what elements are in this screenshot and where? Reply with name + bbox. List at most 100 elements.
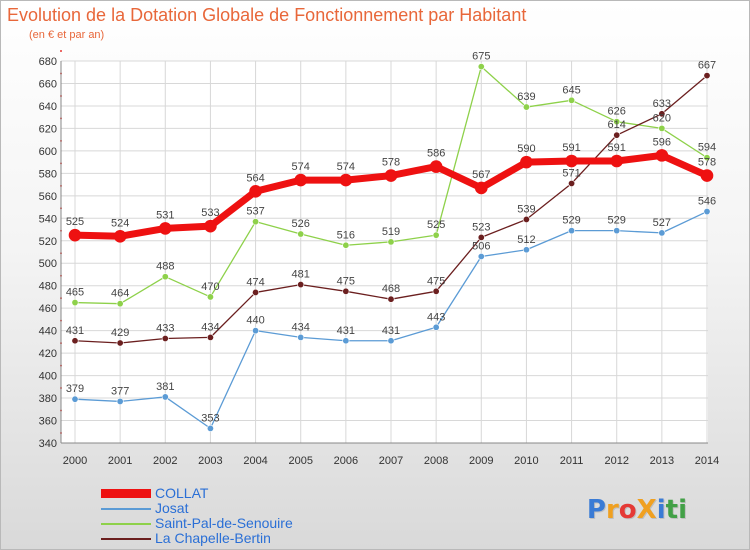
data-point-josat (613, 227, 621, 235)
data-point-la-chapelle-bertin (297, 281, 305, 289)
data-label-la-chapelle-bertin: 539 (517, 203, 535, 215)
y-tick-label: 680 (39, 56, 57, 68)
x-tick-label: 2014 (695, 455, 719, 467)
data-label-la-chapelle-bertin: 614 (608, 119, 626, 131)
data-point-la-chapelle-bertin (522, 215, 530, 223)
data-label-la-chapelle-bertin: 633 (653, 98, 671, 110)
data-point-collat (294, 173, 308, 187)
data-label-josat: 431 (382, 325, 400, 337)
data-label-collat: 591 (562, 142, 580, 154)
data-label-collat: 567 (472, 169, 490, 181)
y-tick-label: 540 (39, 213, 57, 225)
data-label-saint-pal-de-senouire: 675 (472, 51, 490, 63)
data-label-josat: 353 (201, 412, 219, 424)
data-label-collat: 578 (698, 157, 716, 169)
data-label-la-chapelle-bertin: 475 (427, 275, 445, 287)
data-label-josat: 431 (337, 325, 355, 337)
y-tick-label: 560 (39, 191, 57, 203)
x-tick-label: 2006 (334, 455, 358, 467)
data-label-la-chapelle-bertin: 475 (337, 275, 355, 287)
data-label-josat: 512 (517, 234, 535, 246)
data-point-saint-pal-de-senouire (568, 96, 576, 104)
data-point-la-chapelle-bertin (477, 233, 485, 241)
y-tick-label: 640 (39, 101, 57, 113)
data-point-saint-pal-de-senouire (522, 103, 530, 111)
data-point-collat (204, 219, 217, 233)
data-point-josat (342, 337, 350, 345)
y-tick-label: 460 (39, 303, 57, 315)
data-label-josat: 440 (246, 315, 264, 327)
data-point-saint-pal-de-senouire (161, 273, 169, 281)
legend-swatch-josat (101, 508, 151, 510)
data-label-saint-pal-de-senouire: 620 (653, 112, 671, 124)
y-tick-label: 480 (39, 281, 57, 293)
data-point-josat (568, 227, 576, 235)
data-label-collat: 531 (156, 209, 174, 221)
data-label-saint-pal-de-senouire: 537 (246, 206, 264, 218)
data-label-la-chapelle-bertin: 434 (201, 321, 219, 333)
logo-letter: X (636, 495, 657, 525)
data-label-collat: 591 (608, 142, 626, 154)
data-point-la-chapelle-bertin (116, 339, 124, 347)
data-point-collat (610, 154, 624, 168)
data-label-collat: 578 (382, 157, 400, 169)
x-tick-label: 2001 (108, 455, 132, 467)
data-label-collat: 586 (427, 148, 445, 160)
data-point-josat (71, 395, 79, 403)
data-label-la-chapelle-bertin: 468 (382, 283, 400, 295)
data-point-josat (297, 333, 305, 341)
data-point-collat (113, 229, 127, 243)
legend-label-collat: COLLAT (155, 485, 209, 501)
data-label-la-chapelle-bertin: 429 (111, 327, 129, 339)
data-point-collat (474, 181, 488, 195)
data-point-saint-pal-de-senouire (613, 118, 621, 126)
data-label-josat: 381 (156, 381, 174, 393)
data-label-la-chapelle-bertin: 474 (246, 276, 264, 288)
data-label-saint-pal-de-senouire: 594 (698, 142, 716, 154)
logo-letter: r (605, 495, 619, 525)
data-label-saint-pal-de-senouire: 639 (517, 91, 535, 103)
data-point-saint-pal-de-senouire (703, 154, 711, 162)
data-label-josat: 506 (472, 240, 490, 252)
y-tick-label: 440 (39, 326, 57, 338)
data-label-collat: 596 (653, 136, 671, 148)
data-point-josat (161, 393, 169, 401)
data-point-collat (655, 149, 669, 162)
y-tick-label: 380 (39, 393, 57, 405)
data-point-collat (68, 228, 82, 242)
proxiti-logo: ProXiti (587, 495, 687, 525)
data-point-saint-pal-de-senouire (658, 124, 666, 132)
data-point-la-chapelle-bertin (342, 287, 350, 295)
chart-title: Evolution de la Dotation Globale de Fonc… (7, 5, 527, 25)
data-label-saint-pal-de-senouire: 464 (111, 288, 129, 300)
y-tick-label: 520 (39, 236, 57, 248)
data-label-josat: 434 (292, 321, 310, 333)
data-label-saint-pal-de-senouire: 516 (337, 229, 355, 241)
data-point-collat (158, 222, 172, 235)
x-tick-label: 2000 (63, 455, 87, 467)
data-point-collat (429, 160, 443, 173)
data-point-saint-pal-de-senouire (206, 293, 214, 301)
data-point-josat (658, 229, 666, 237)
data-label-josat: 529 (608, 215, 626, 227)
data-point-la-chapelle-bertin (387, 295, 395, 303)
logo-letter: t (665, 495, 679, 525)
data-label-collat: 574 (337, 161, 355, 173)
data-point-josat (522, 246, 530, 254)
data-label-saint-pal-de-senouire: 470 (201, 281, 219, 293)
legend-label-la-chapelle-bertin: La Chapelle-Bertin (155, 530, 271, 546)
data-point-saint-pal-de-senouire (116, 300, 124, 308)
y-tick-label: 420 (39, 348, 57, 360)
x-tick-label: 2010 (514, 455, 538, 467)
legend-label-saint-pal-de-senouire: Saint-Pal-de-Senouire (155, 515, 293, 531)
data-label-josat: 529 (562, 215, 580, 227)
x-tick-label: 2013 (650, 455, 674, 467)
data-label-collat: 564 (246, 172, 264, 184)
data-point-saint-pal-de-senouire (342, 241, 350, 249)
x-tick-label: 2005 (288, 455, 312, 467)
data-point-la-chapelle-bertin (703, 72, 711, 80)
data-point-la-chapelle-bertin (568, 179, 576, 187)
x-tick-label: 2012 (604, 455, 628, 467)
